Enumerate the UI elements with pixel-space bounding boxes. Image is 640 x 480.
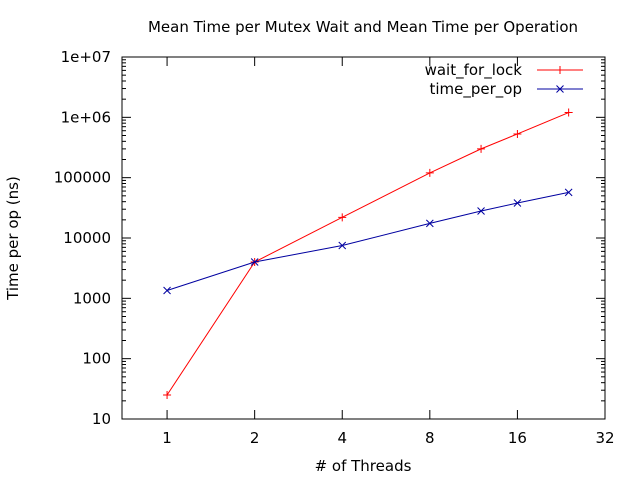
y-axis-label: Time per op (ns) bbox=[4, 176, 22, 301]
x-axis-label: # of Threads bbox=[315, 457, 412, 475]
data-point bbox=[338, 241, 347, 250]
data-point bbox=[477, 144, 486, 153]
y-tick-label: 100000 bbox=[54, 169, 111, 187]
data-point bbox=[513, 199, 522, 207]
x-tick-label: 32 bbox=[595, 429, 614, 447]
data-point bbox=[338, 213, 347, 222]
chart-title: Mean Time per Mutex Wait and Mean Time p… bbox=[148, 18, 578, 36]
x-tick-label: 1 bbox=[162, 429, 172, 447]
series-wait-for-lock bbox=[163, 108, 573, 399]
data-point bbox=[425, 168, 434, 177]
data-point bbox=[556, 66, 564, 74]
legend-label: wait_for_lock bbox=[425, 61, 523, 80]
legend-label: time_per_op bbox=[429, 80, 522, 99]
y-tick-label: 10000 bbox=[63, 229, 111, 247]
data-point bbox=[425, 219, 434, 228]
x-axis: 1 2 4 8 16 32 bbox=[162, 57, 615, 447]
series-time-per-op bbox=[163, 188, 573, 295]
series-line bbox=[166, 112, 569, 396]
y-axis: 10 100 1000 10000 100000 1e+06 1e+07 bbox=[54, 48, 605, 428]
data-point bbox=[163, 286, 171, 295]
data-point bbox=[250, 258, 259, 266]
y-tick-label: 1000 bbox=[73, 289, 111, 307]
y-tick-label: 10 bbox=[92, 410, 111, 428]
series-line bbox=[166, 191, 569, 291]
x-tick-label: 4 bbox=[337, 429, 347, 447]
data-point bbox=[163, 390, 172, 399]
series-layer bbox=[163, 108, 573, 399]
legend-item: wait_for_lock bbox=[425, 61, 583, 80]
y-tick-label: 1e+06 bbox=[61, 108, 111, 126]
data-point bbox=[564, 188, 573, 197]
y-tick-label: 1e+07 bbox=[61, 48, 111, 66]
x-tick-label: 8 bbox=[425, 429, 435, 447]
data-point bbox=[477, 207, 485, 215]
data-point bbox=[513, 129, 522, 138]
plot-frame bbox=[121, 56, 606, 420]
x-tick-label: 16 bbox=[508, 429, 527, 447]
data-point bbox=[556, 85, 564, 93]
y-tick-label: 100 bbox=[82, 350, 111, 368]
legend-item: time_per_op bbox=[429, 80, 583, 99]
data-point bbox=[564, 108, 573, 117]
x-tick-label: 2 bbox=[250, 429, 260, 447]
